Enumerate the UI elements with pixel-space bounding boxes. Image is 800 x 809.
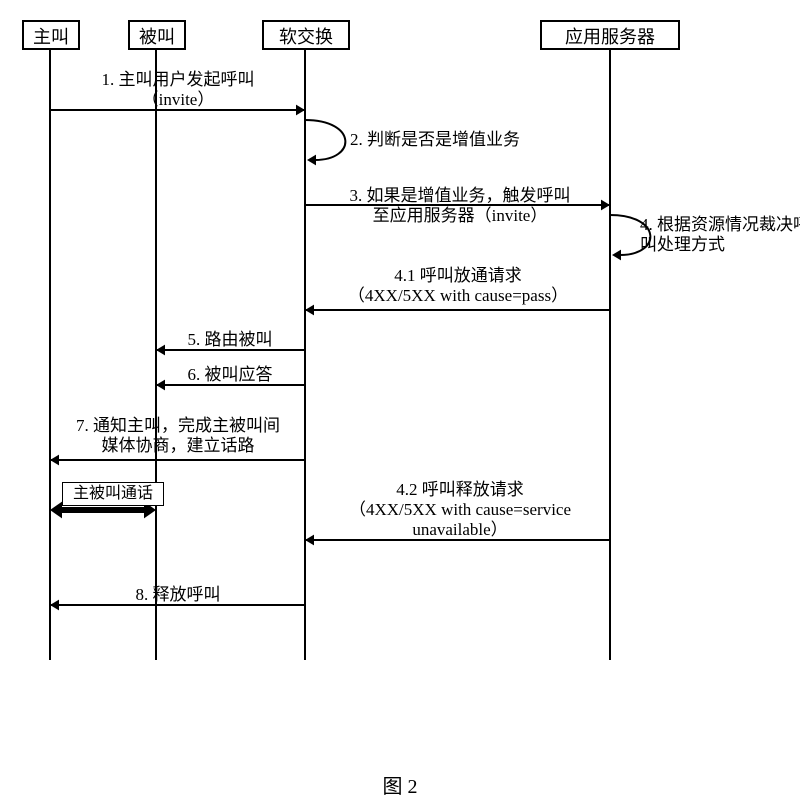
msg-label-m4: 4. 根据资源情况裁决呼 叫处理方式	[640, 215, 800, 255]
lifeline-box-callee: 被叫	[128, 20, 186, 50]
diagram-svg	[0, 0, 800, 809]
call-session-box: 主被叫通话	[62, 482, 164, 506]
lifeline-box-app: 应用服务器	[540, 20, 680, 50]
msg-label-m3: 3. 如果是增值业务，触发呼叫 至应用服务器（invite）	[310, 186, 610, 226]
sequence-diagram: 图 2 主叫 被叫 软交换 应用服务器 1. 主叫用户发起呼叫 （invite） 3. 如…	[0, 0, 800, 809]
lifeline-box-caller: 主叫	[22, 20, 80, 50]
msg-label-m2: 2. 判断是否是增值业务	[350, 130, 520, 150]
msg-label-m7: 7. 通知主叫，完成主被叫间 媒体协商，建立话路	[28, 416, 328, 456]
msg-label-m41: 4.1 呼叫放通请求 （4XX/5XX with cause=pass）	[308, 266, 608, 306]
msg-label-m8: 8. 释放呼叫	[28, 585, 328, 605]
msg-label-m5: 5. 路由被叫	[80, 330, 380, 350]
figure-caption: 图 2	[350, 770, 450, 799]
msg-label-m6: 6. 被叫应答	[80, 365, 380, 385]
msg-label-m42: 4.2 呼叫释放请求 （4XX/5XX with cause=service u…	[310, 480, 610, 540]
msg-label-m1: 1. 主叫用户发起呼叫 （invite）	[28, 70, 328, 110]
lifeline-box-soft: 软交换	[262, 20, 350, 50]
